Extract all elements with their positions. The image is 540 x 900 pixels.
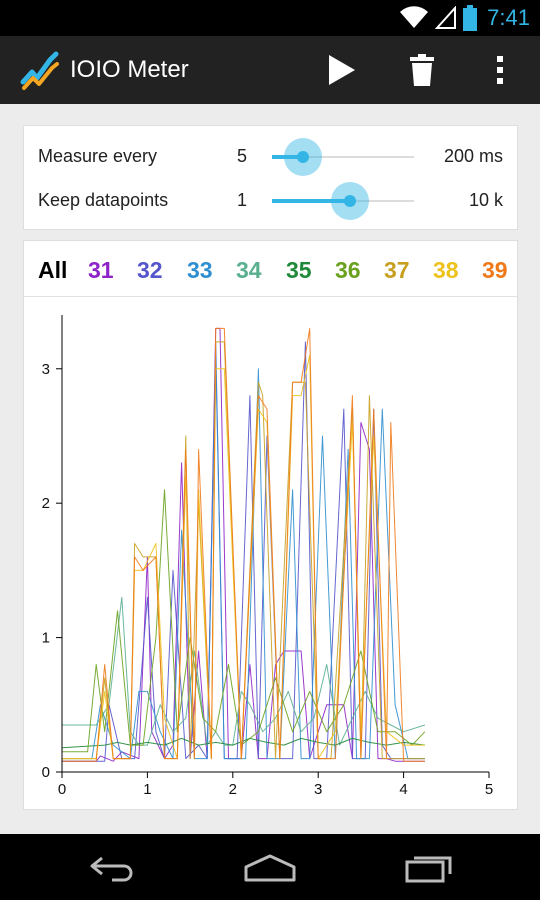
keep-datapoints-slider[interactable] xyxy=(272,182,414,220)
channel-tabs: All 31 32 33 34 35 36 37 38 39 xyxy=(24,241,517,297)
x-tick-label: 4 xyxy=(399,781,407,798)
y-tick-label: 3 xyxy=(42,361,50,378)
y-tick-label: 2 xyxy=(42,495,50,512)
tab-37[interactable]: 37 xyxy=(384,257,410,283)
x-tick-label: 2 xyxy=(229,781,237,798)
measure-every-label: Measure every xyxy=(38,146,158,166)
x-tick-label: 5 xyxy=(485,781,493,798)
keep-datapoints-label: Keep datapoints xyxy=(38,190,169,210)
series-line-3 xyxy=(62,354,425,760)
slider-thumb[interactable] xyxy=(331,182,370,220)
tab-all[interactable]: All xyxy=(38,257,68,283)
keep-datapoints-row: Keep datapoints 1 10 k xyxy=(24,178,517,224)
recent-apps-icon xyxy=(405,856,452,883)
signal-icon xyxy=(435,6,457,29)
overflow-menu-button[interactable] xyxy=(474,44,526,96)
x-tick-label: 1 xyxy=(143,781,151,798)
x-tick-label: 3 xyxy=(314,781,322,798)
play-icon xyxy=(329,55,355,85)
delete-button[interactable] xyxy=(396,44,448,96)
tab-35[interactable]: 35 xyxy=(286,257,312,283)
tab-39[interactable]: 39 xyxy=(482,257,508,283)
tab-33[interactable]: 33 xyxy=(187,257,213,283)
measure-every-value: 5 xyxy=(237,146,248,166)
slider-track xyxy=(272,156,414,158)
keep-datapoints-value: 1 xyxy=(237,190,248,210)
x-tick-label: 0 xyxy=(58,781,66,798)
settings-card: Measure every 5 200 ms Keep datapoints 1… xyxy=(23,125,518,230)
tab-31[interactable]: 31 xyxy=(88,257,114,283)
overflow-menu-icon xyxy=(497,56,503,84)
slider-fill xyxy=(272,199,351,203)
navigation-bar xyxy=(0,834,540,900)
trash-icon xyxy=(410,54,434,86)
wifi-icon xyxy=(400,6,429,28)
measure-every-slider[interactable] xyxy=(272,138,414,176)
series-line-1 xyxy=(62,327,425,762)
measure-every-max: 200 ms xyxy=(443,146,503,166)
slider-thumb[interactable] xyxy=(284,138,323,176)
app-title: IOIO Meter xyxy=(70,56,189,83)
tab-34[interactable]: 34 xyxy=(236,257,262,283)
app-chart-icon xyxy=(20,51,59,90)
y-tick-label: 0 xyxy=(42,764,50,781)
keep-datapoints-max: 10 k xyxy=(468,190,503,210)
back-icon xyxy=(90,856,133,882)
back-button[interactable] xyxy=(81,848,145,888)
series-line-9 xyxy=(62,327,425,762)
status-bar: 7:41 xyxy=(0,0,540,36)
tab-32[interactable]: 32 xyxy=(137,257,163,283)
action-bar: IOIO Meter xyxy=(0,36,540,104)
home-icon xyxy=(244,854,296,882)
battery-icon xyxy=(463,5,478,31)
y-tick-label: 1 xyxy=(42,630,50,647)
tab-36[interactable]: 36 xyxy=(335,257,361,283)
home-button[interactable] xyxy=(238,848,302,888)
clock: 7:41 xyxy=(487,5,530,30)
measure-every-row: Measure every 5 200 ms xyxy=(24,134,517,180)
slider-fill xyxy=(272,155,304,159)
play-button[interactable] xyxy=(316,44,368,96)
recent-apps-button[interactable] xyxy=(397,848,461,888)
measurement-chart: 0 1 2 3 4 5 0 1 2 3 xyxy=(42,315,493,798)
status-icons: 7:41 xyxy=(399,4,530,32)
tab-38[interactable]: 38 xyxy=(433,257,459,283)
